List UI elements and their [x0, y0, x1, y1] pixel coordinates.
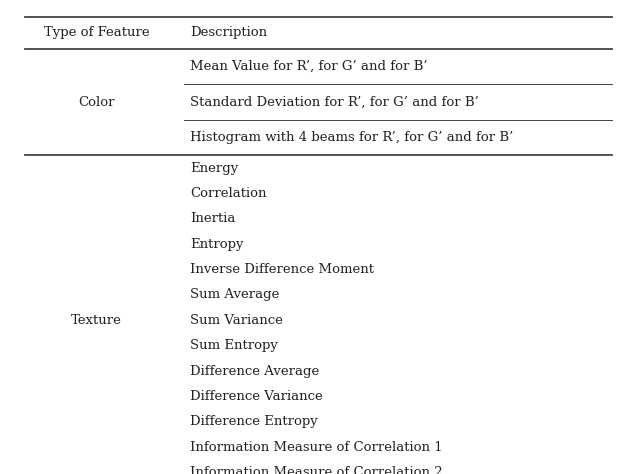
Text: Sum Average: Sum Average [190, 289, 280, 301]
Text: Texture: Texture [71, 314, 122, 327]
Text: Entropy: Entropy [190, 238, 244, 251]
Text: Type of Feature: Type of Feature [44, 26, 150, 39]
Text: Energy: Energy [190, 162, 238, 174]
Text: Mean Value for R’, for G’ and for B’: Mean Value for R’, for G’ and for B’ [190, 60, 428, 73]
Text: Inertia: Inertia [190, 212, 236, 225]
Text: Information Measure of Correlation 1: Information Measure of Correlation 1 [190, 441, 443, 454]
Text: Color: Color [79, 96, 115, 109]
Text: Histogram with 4 beams for R’, for G’ and for B’: Histogram with 4 beams for R’, for G’ an… [190, 131, 514, 144]
Text: Description: Description [190, 26, 268, 39]
Text: Information Measure of Correlation 2: Information Measure of Correlation 2 [190, 466, 443, 474]
Text: Difference Entropy: Difference Entropy [190, 415, 318, 428]
Text: Difference Average: Difference Average [190, 365, 319, 377]
Text: Inverse Difference Moment: Inverse Difference Moment [190, 263, 374, 276]
Text: Correlation: Correlation [190, 187, 267, 200]
Text: Sum Entropy: Sum Entropy [190, 339, 278, 352]
Text: Standard Deviation for R’, for G’ and for B’: Standard Deviation for R’, for G’ and fo… [190, 96, 479, 109]
Text: Sum Variance: Sum Variance [190, 314, 283, 327]
Text: Difference Variance: Difference Variance [190, 390, 323, 403]
